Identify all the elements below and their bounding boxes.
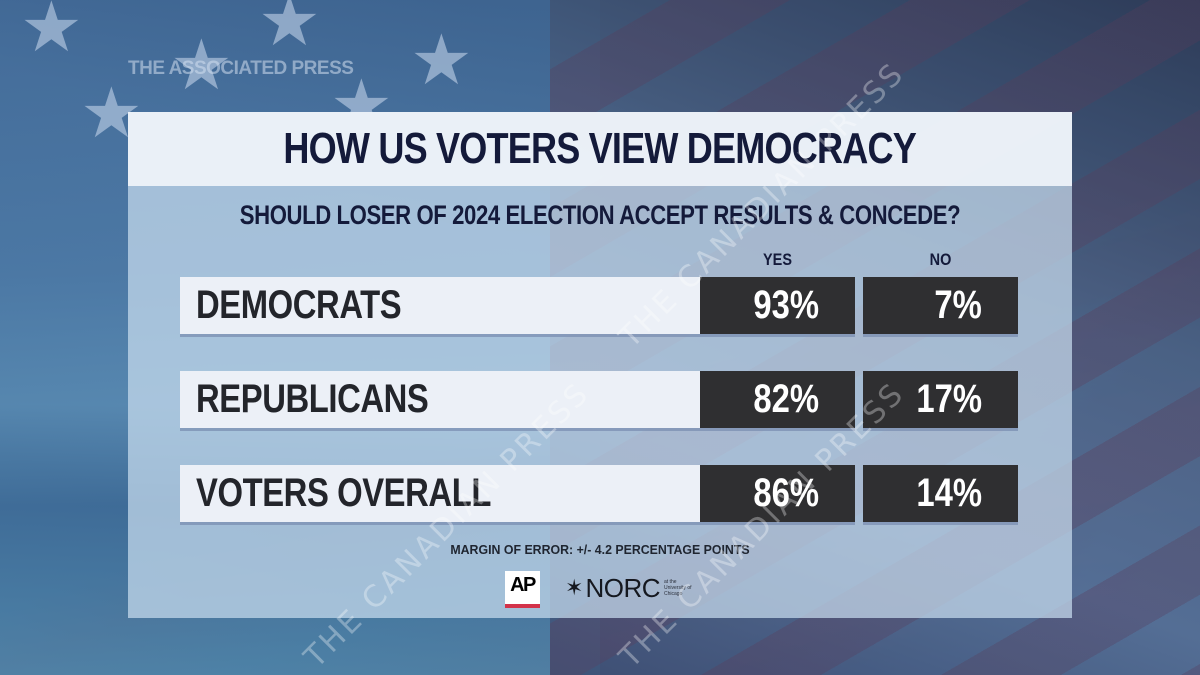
value-no-republicans: 17% xyxy=(863,371,1018,428)
ap-logo-text: AP xyxy=(510,574,536,596)
row-label-voters-overall: VOTERS OVERALL xyxy=(180,465,700,522)
value-text: 82% xyxy=(753,377,819,421)
norc-logo-subtext: at the University of Chicago xyxy=(664,579,692,597)
row-label-democrats: DEMOCRATS xyxy=(180,277,700,334)
star-asterisk-icon: ✶ xyxy=(565,575,584,601)
value-yes-republicans: 82% xyxy=(700,371,855,428)
value-yes-democrats: 93% xyxy=(700,277,855,334)
star-icon: ★ xyxy=(258,0,321,62)
row-label-republicans: REPUBLICANS xyxy=(180,371,700,428)
ap-watermark: THE ASSOCIATED PRESS xyxy=(128,58,354,79)
chart-subtitle: SHOULD LOSER OF 2024 ELECTION ACCEPT RES… xyxy=(239,200,961,230)
value-no-democrats: 7% xyxy=(863,277,1018,334)
row-label-text: REPUBLICANS xyxy=(196,377,429,421)
star-icon: ★ xyxy=(20,0,83,68)
value-yes-voters-overall: 86% xyxy=(700,465,855,522)
value-text: 93% xyxy=(753,283,819,327)
title-band: HOW US VOTERS VIEW DEMOCRACY xyxy=(128,112,1072,186)
star-icon: ★ xyxy=(410,19,473,101)
row-label-text: DEMOCRATS xyxy=(196,283,402,327)
chart-title: HOW US VOTERS VIEW DEMOCRACY xyxy=(283,124,917,173)
norc-logo-text: NORC xyxy=(585,572,660,603)
column-header-no: NO xyxy=(929,250,952,269)
value-text: 86% xyxy=(753,471,819,515)
value-no-voters-overall: 14% xyxy=(863,465,1018,522)
value-text: 7% xyxy=(934,283,982,327)
row-label-text: VOTERS OVERALL xyxy=(196,471,491,515)
column-header-yes: YES xyxy=(763,250,792,269)
ap-logo: AP xyxy=(505,571,540,608)
margin-of-error-note: MARGIN OF ERROR: +/- 4.2 PERCENTAGE POIN… xyxy=(450,542,750,557)
norc-logo: ✶ NORC at the University of Chicago xyxy=(565,572,698,604)
chart-panel xyxy=(128,112,1072,618)
value-text: 17% xyxy=(916,377,982,421)
value-text: 14% xyxy=(916,471,982,515)
star-icon: ★ xyxy=(170,24,233,106)
